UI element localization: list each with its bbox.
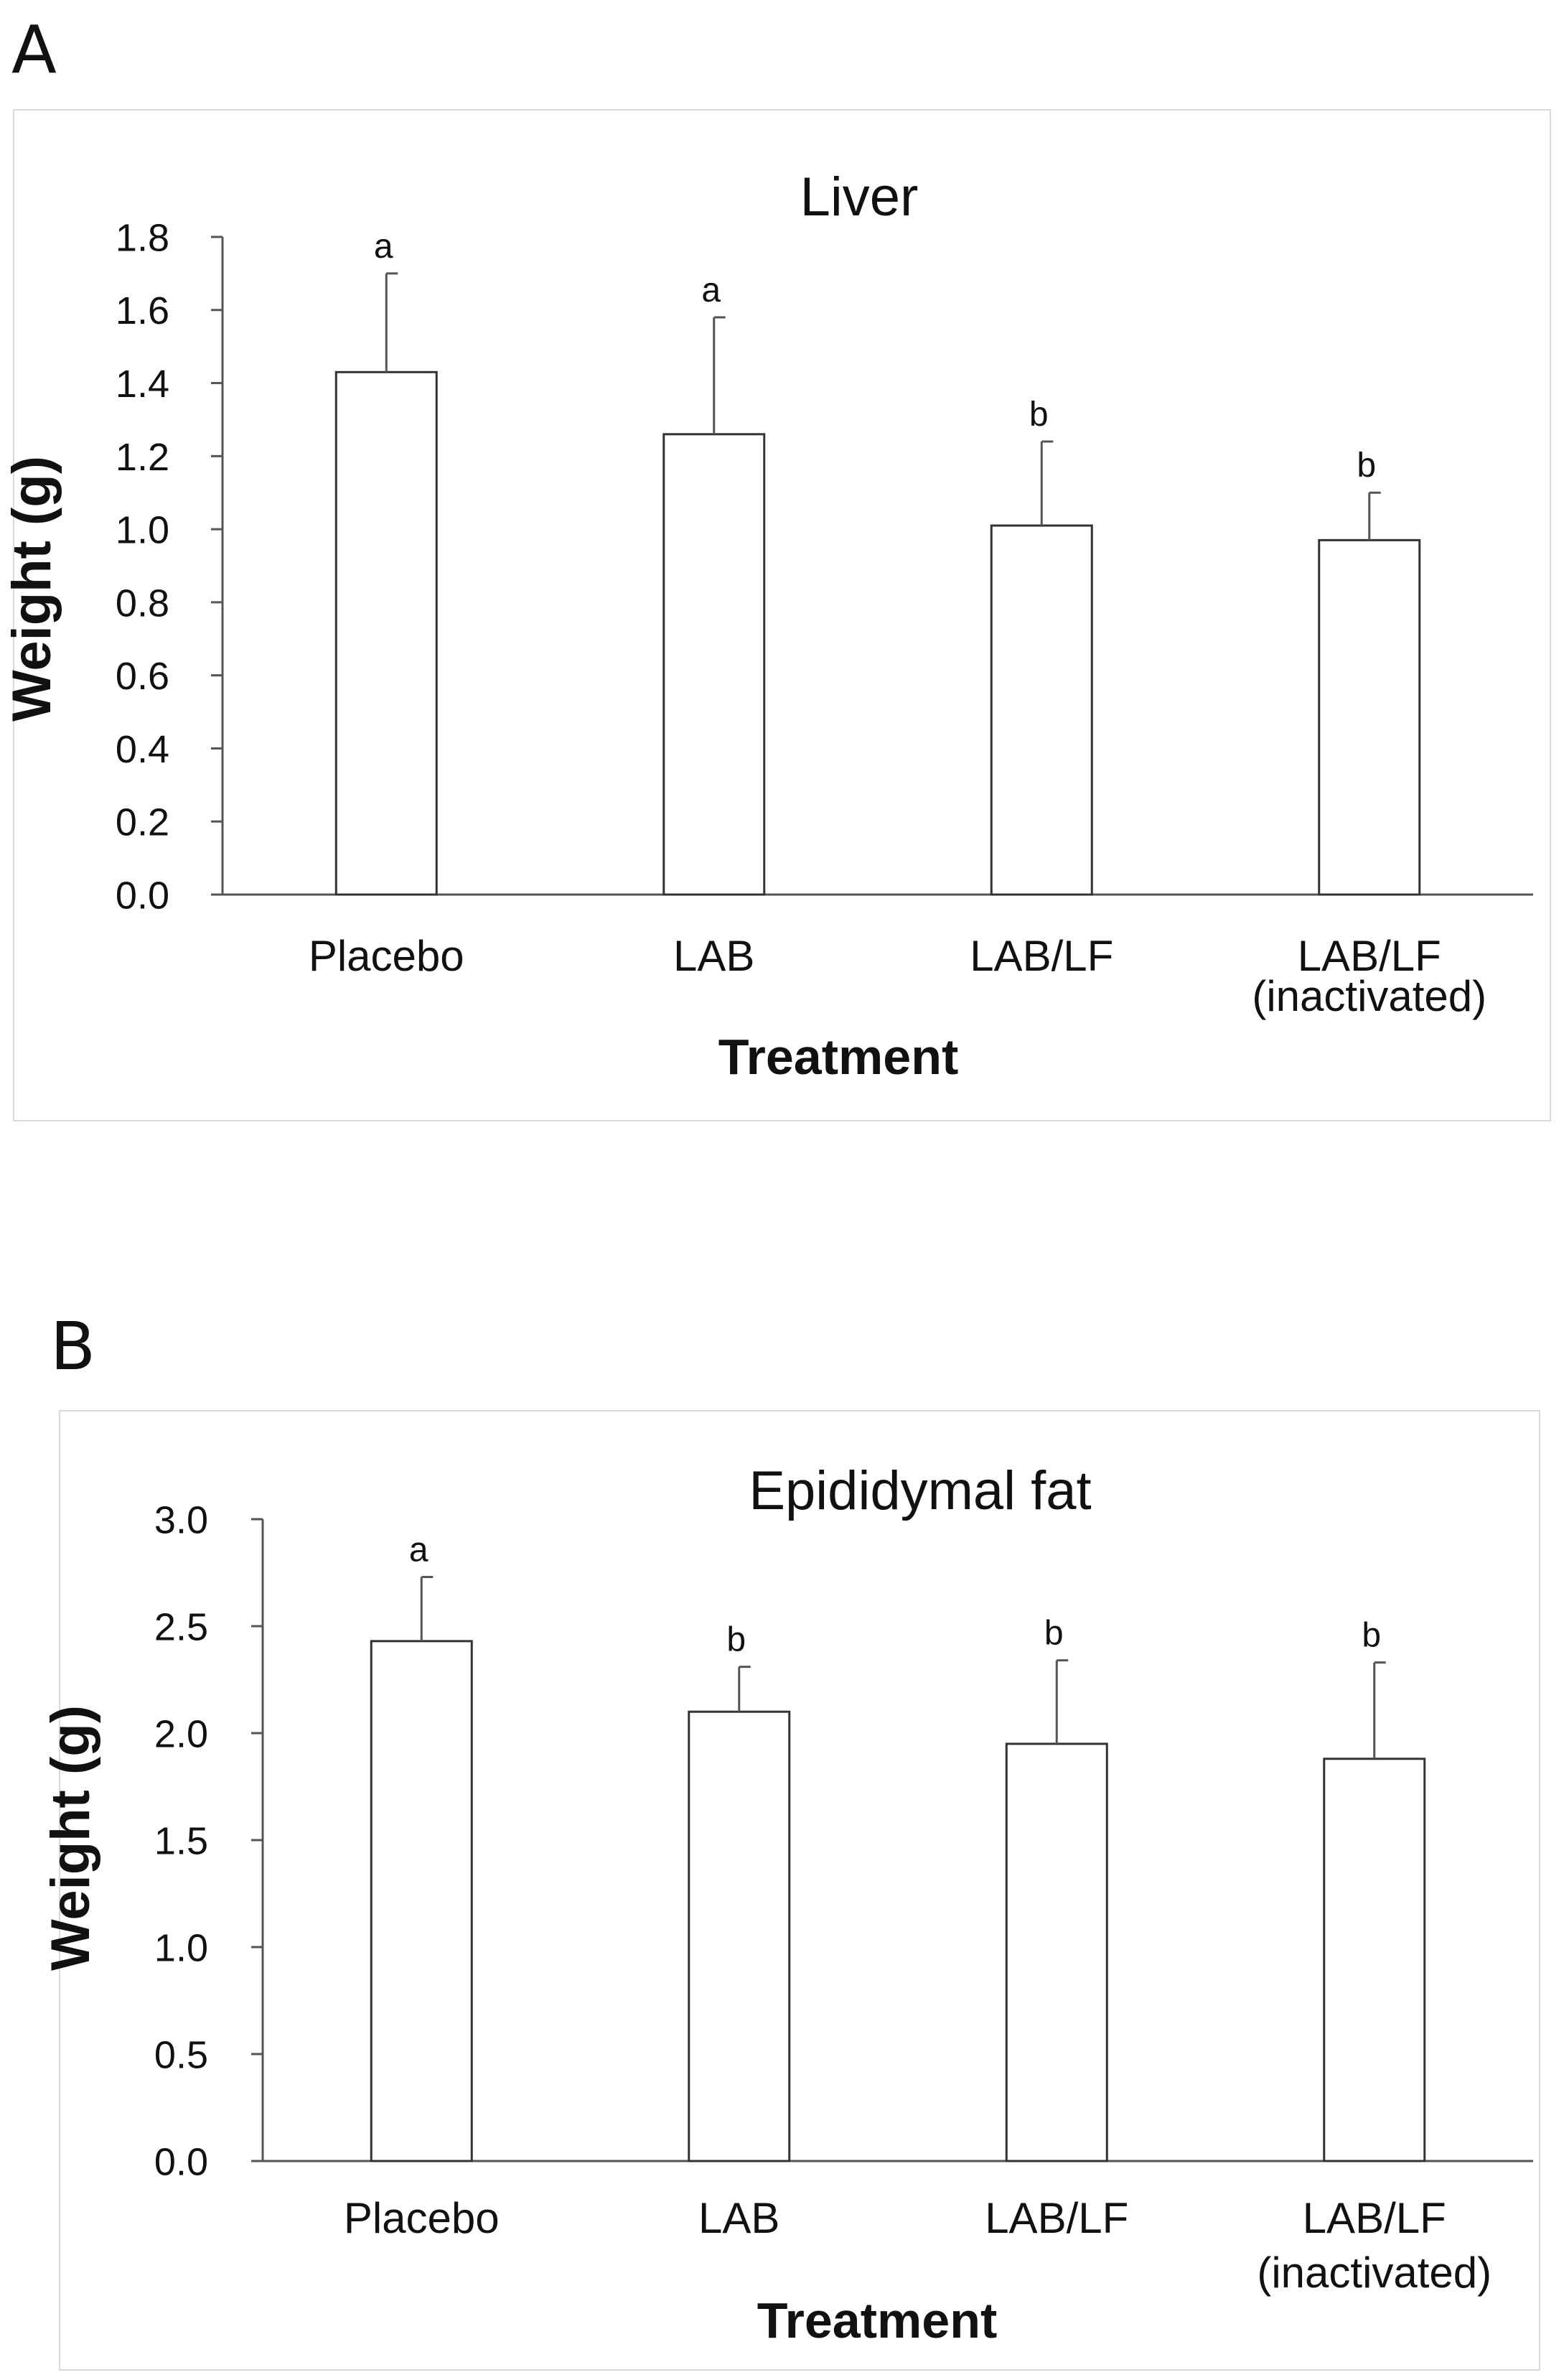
liver-bar [990,524,1093,896]
liver-y-axis-label: Weight (g) [1,456,62,722]
epididymal-fat-y-tick-label: 2.5 [154,1605,208,1648]
epididymal-fat-y-tick-label: 0.0 [154,2140,208,2183]
liver-category-label: LAB/LF [1298,932,1441,980]
liver-bar [334,370,438,896]
liver-significance-label: a [374,228,393,266]
liver-y-tick-label: 0.6 [116,655,169,698]
liver-category-label: Placebo [309,932,464,980]
epididymal-fat-y-tick-label: 1.0 [154,1926,208,1969]
liver-y-tick-label: 0.4 [116,728,169,771]
epididymal-fat-category-label: LAB [698,2194,779,2242]
liver-bar [1318,538,1421,896]
epididymal-fat-y-tick-label: 0.5 [154,2033,208,2076]
epididymal-fat-significance-label: b [1044,1615,1064,1653]
liver-y-tick-label: 1.6 [116,289,169,332]
epididymal-fat-bar [1323,1758,1426,2162]
liver-y-tick-label: 0.0 [116,874,169,917]
liver-y-tick-label: 1.8 [116,216,169,259]
epididymal-fat-category-label: LAB/LF [985,2194,1128,2242]
epididymal-fat-bar [688,1710,791,2162]
epididymal-fat-y-axis-label: Weight (g) [40,1705,101,1971]
liver-chart-title: Liver [800,167,919,228]
liver-category-label: LAB/LF [970,932,1113,980]
epididymal-fat-y-tick-label: 2.0 [154,1712,208,1755]
epididymal-fat-bar [1005,1742,1108,2162]
epididymal-fat-x-axis-label: Treatment [757,2292,998,2348]
chart-frame-epididymal-fat [59,1410,1540,2371]
epididymal-fat-y-tick-label: 1.5 [154,1819,208,1862]
panel-label-a: A [11,11,57,88]
epididymal-fat-chart-title: Epididymal fat [749,1460,1091,1521]
liver-significance-label: a [701,271,721,309]
liver-bar [662,433,766,896]
epididymal-fat-bar [370,1640,473,2162]
epididymal-fat-category-label: Placebo [344,2194,500,2242]
liver-x-axis-label: Treatment [718,1029,959,1085]
liver-y-tick-label: 1.0 [116,509,169,552]
liver-category-label: (inactivated) [1252,972,1486,1020]
liver-y-tick-label: 1.4 [116,363,169,406]
epididymal-fat-category-label: (inactivated) [1257,2249,1492,2297]
panel-label-b: B [50,1308,96,1385]
epididymal-fat-y-tick-label: 3.0 [154,1498,208,1541]
liver-significance-label: b [1357,447,1376,485]
liver-category-label: LAB [673,932,754,980]
epididymal-fat-significance-label: b [726,1621,746,1659]
epididymal-fat-significance-label: b [1362,1617,1381,1655]
liver-y-tick-label: 0.2 [116,801,169,844]
epididymal-fat-significance-label: a [409,1531,429,1569]
liver-y-tick-label: 0.8 [116,582,169,625]
liver-y-tick-label: 1.2 [116,436,169,479]
liver-significance-label: b [1029,396,1049,434]
chart-frame-liver [13,109,1551,1121]
epididymal-fat-category-label: LAB/LF [1303,2194,1446,2242]
